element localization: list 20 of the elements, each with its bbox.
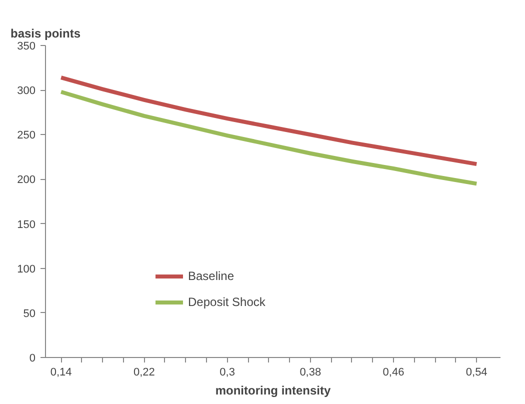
- y-tick-label: 150: [17, 218, 36, 231]
- x-tick-label: 0,46: [382, 366, 404, 378]
- x-axis-title: monitoring intensity: [215, 384, 331, 398]
- y-tick-label: 100: [17, 263, 36, 276]
- y-tick-label: 200: [17, 174, 36, 186]
- legend-label: Deposit Shock: [188, 295, 266, 309]
- x-tick-label: 0,54: [466, 366, 488, 378]
- x-tick-label: 0,3: [220, 366, 235, 378]
- line-series: [59, 76, 479, 166]
- line-series: [59, 90, 479, 186]
- legend-label: Baseline: [188, 269, 234, 283]
- x-tick-label: 0,38: [300, 366, 322, 378]
- y-tick-label: 300: [17, 85, 36, 98]
- y-tick-label: 50: [23, 308, 36, 320]
- x-tick-label: 0,22: [133, 366, 155, 378]
- x-tick-label: 0,14: [50, 366, 72, 378]
- y-tick-label: 250: [17, 130, 36, 142]
- y-tick-label: 350: [17, 40, 36, 52]
- y-tick-label: 0: [29, 352, 36, 364]
- y-axis-title: basis points: [10, 26, 81, 40]
